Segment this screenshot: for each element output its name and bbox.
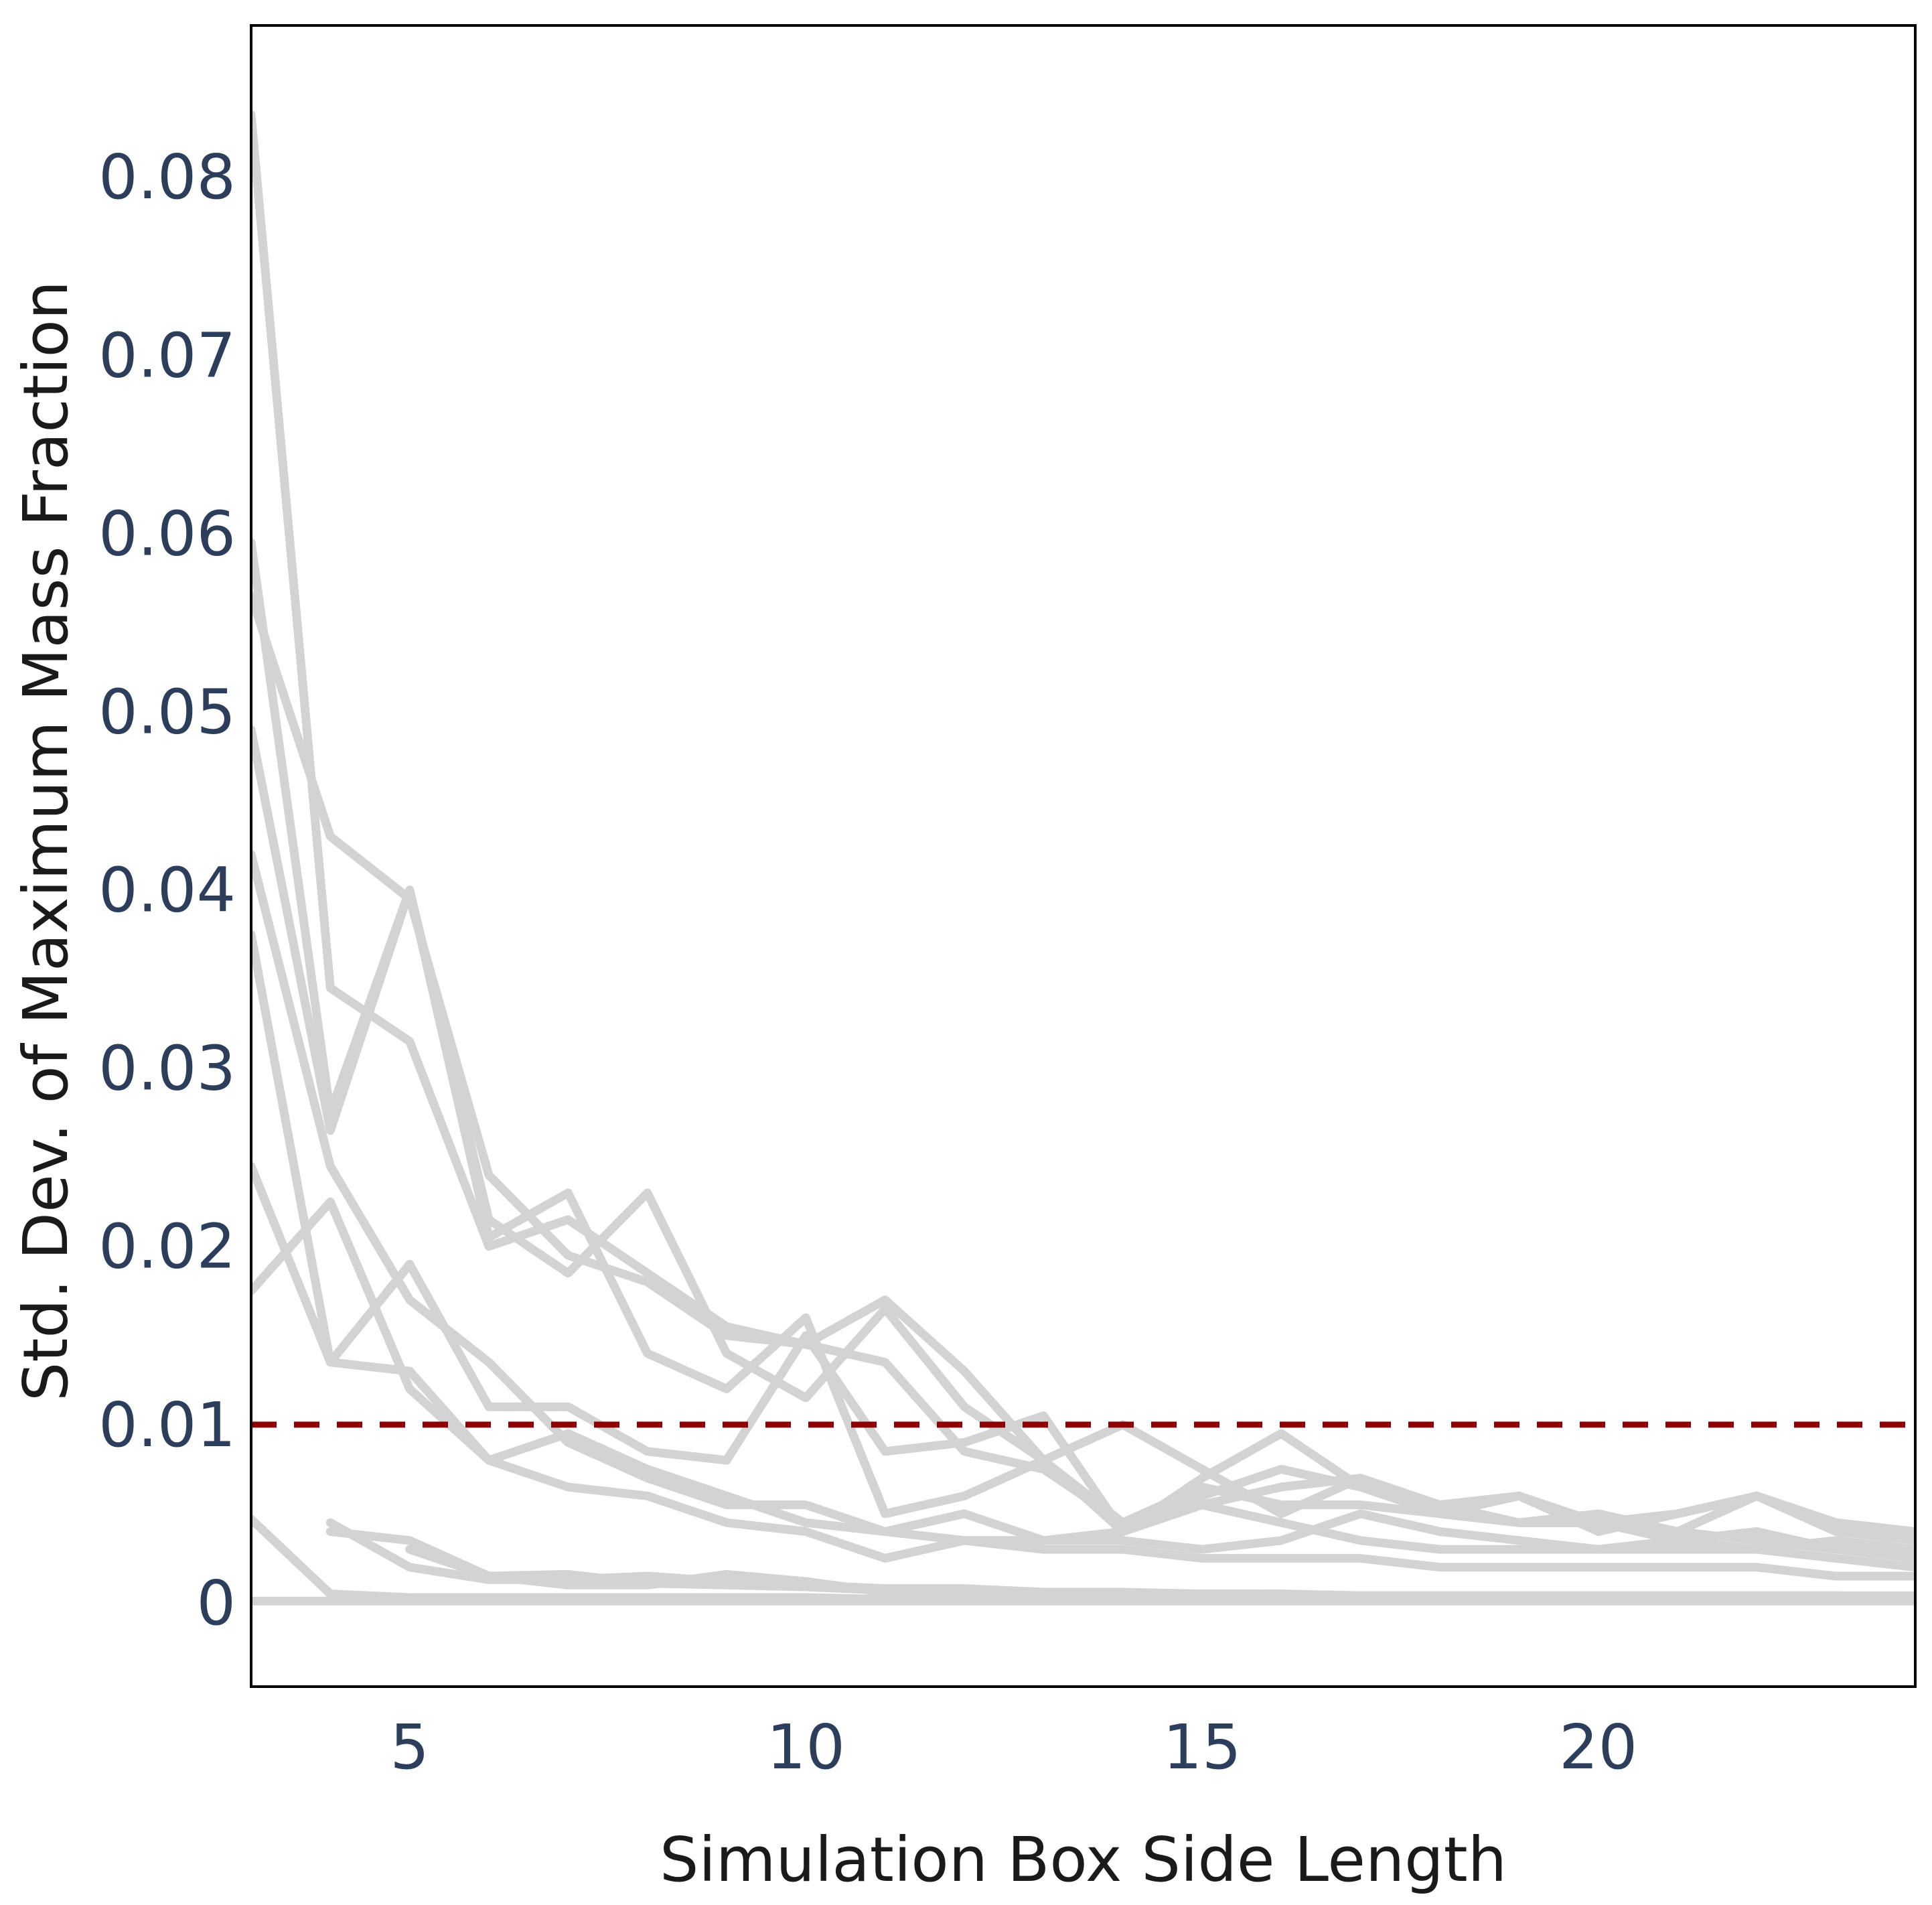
series-line-8 — [251, 1197, 1915, 1581]
y-axis-ticks: 0 0.01 0.02 0.03 0.04 0.05 0.06 0.07 0.08 — [98, 141, 236, 1639]
y-tick-label: 0.04 — [98, 855, 236, 926]
x-tick-label: 10 — [767, 1711, 845, 1783]
y-tick-label: 0.05 — [98, 676, 236, 748]
y-axis-title: Std. Dev. of Maximum Mass Fraction — [10, 281, 82, 1401]
x-tick-label: 5 — [390, 1711, 429, 1783]
series-layer — [251, 110, 1915, 1606]
x-tick-label: 20 — [1559, 1711, 1637, 1783]
y-tick-label: 0.01 — [98, 1389, 236, 1461]
x-axis-ticks: 5 10 15 20 — [390, 1711, 1637, 1783]
series-line-2 — [251, 538, 1915, 1545]
plot-frame — [250, 24, 1917, 1688]
series-line-6 — [251, 930, 1915, 1572]
series-line-3 — [251, 591, 1915, 1536]
y-tick-label: 0.06 — [98, 498, 236, 569]
series-line-4 — [251, 725, 1915, 1554]
y-tick-label: 0.02 — [98, 1211, 236, 1283]
y-tick-label: 0.07 — [98, 320, 236, 391]
series-line-5 — [251, 849, 1915, 1563]
y-tick-label: 0.03 — [98, 1033, 236, 1105]
series-line-1 — [251, 110, 1915, 1554]
y-tick-label: 0.08 — [98, 141, 236, 213]
x-tick-label: 15 — [1163, 1711, 1241, 1783]
series-line-13 — [405, 1545, 1915, 1600]
x-axis-title: Simulation Box Side Length — [660, 1824, 1507, 1896]
y-tick-label: 0 — [196, 1567, 236, 1639]
series-line-7 — [251, 1161, 1915, 1536]
